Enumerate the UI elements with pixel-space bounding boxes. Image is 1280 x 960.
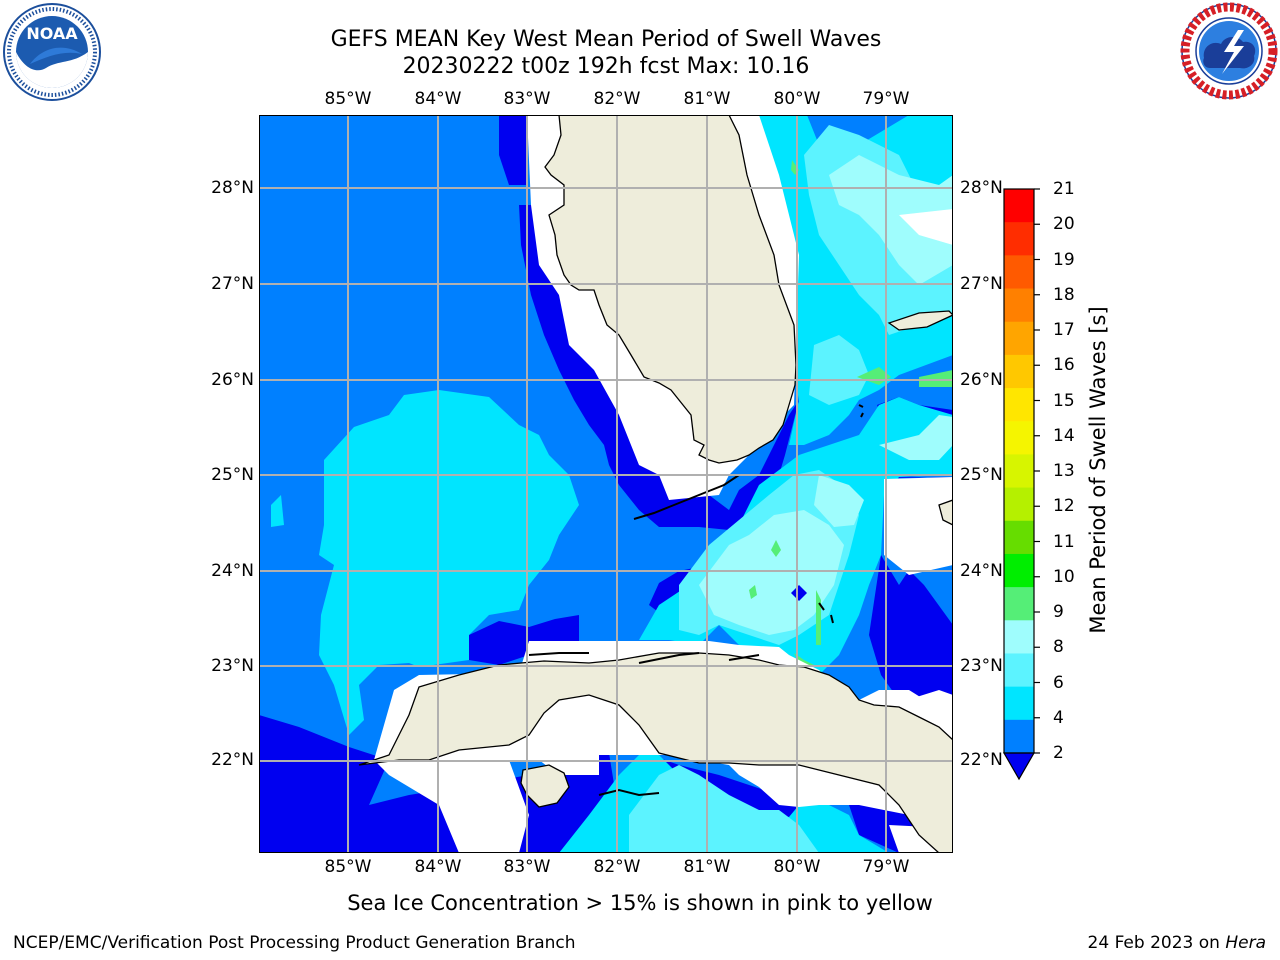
islands — [528, 404, 864, 797]
colorbar-segment — [1004, 189, 1034, 223]
lat-tick-right: 25°N — [960, 465, 1003, 485]
lat-tick-right: 27°N — [960, 274, 1003, 294]
colorbar-segment — [1004, 454, 1034, 489]
lat-tick-right: 23°N — [960, 656, 1003, 676]
land — [358, 115, 953, 853]
colorbar-segment — [1004, 321, 1034, 356]
footer-date-text: 24 Feb 2023 on — [1087, 933, 1220, 953]
lon-tick-bottom: 80°W — [773, 857, 821, 877]
colorbar-extend-arrow — [1002, 752, 1036, 781]
lon-tick-bottom: 83°W — [503, 857, 551, 877]
colorbar-segment — [1004, 719, 1034, 754]
colorbar-segment — [1004, 587, 1034, 621]
lon-tick-top: 84°W — [414, 89, 462, 109]
colorbar-tick-label: 10 — [1053, 566, 1075, 587]
nws-logo-icon — [1180, 2, 1278, 100]
colorbar-tick-label: 20 — [1053, 214, 1075, 235]
lat-tick-left: 28°N — [211, 178, 254, 198]
colorbar-segment — [1004, 653, 1034, 688]
lon-tick-top: 79°W — [862, 89, 910, 109]
colorbar-tick-label: 19 — [1053, 249, 1075, 270]
colorbar-segment — [1004, 421, 1034, 455]
lat-tick-right: 28°N — [960, 178, 1003, 198]
lon-tick-bottom: 82°W — [593, 857, 641, 877]
sea-ice-note: Sea Ice Concentration > 15% is shown in … — [347, 891, 933, 915]
lon-tick-top: 80°W — [773, 89, 821, 109]
grand-bahama-island — [887, 310, 953, 331]
footer-date: 24 Feb 2023 on Hera — [1000, 933, 1266, 953]
lon-tick-top: 83°W — [503, 89, 551, 109]
florida-landmass — [544, 115, 797, 464]
lat-tick-left: 24°N — [211, 561, 254, 581]
colorbar-tick-label: 2 — [1053, 743, 1064, 763]
colorbar-tick-label: 8 — [1053, 637, 1064, 658]
andros-island — [938, 499, 953, 526]
isla-de-la-juventud — [520, 764, 570, 808]
lat-tick-left: 26°N — [211, 370, 254, 390]
colorbar-tick-label: 13 — [1053, 461, 1075, 481]
lat-tick-right: 22°N — [960, 750, 1003, 770]
lon-tick-top: 85°W — [324, 89, 372, 109]
colorbar-tick-label: 16 — [1053, 355, 1075, 376]
noaa-logo-text: NOAA — [26, 24, 78, 43]
footer-credit: NCEP/EMC/Verification Post Processing Pr… — [13, 933, 576, 953]
colorbar-segment — [1004, 222, 1034, 256]
footer-host: Hera — [1225, 933, 1266, 953]
colorbar-segment — [1004, 553, 1034, 588]
lon-tick-top: 82°W — [593, 89, 641, 109]
noaa-logo-icon: NOAA — [3, 3, 101, 101]
colorbar-tick-label: 14 — [1053, 425, 1075, 446]
colorbar-segment — [1004, 686, 1034, 721]
colorbar-segment — [1004, 620, 1034, 654]
lat-tick-left: 23°N — [211, 656, 254, 676]
colorbar-segment — [1004, 354, 1034, 389]
colorbar-tick-label: 11 — [1053, 531, 1075, 552]
swell-period-map — [259, 115, 953, 853]
lat-tick-left: 27°N — [211, 274, 254, 294]
lat-tick-left: 25°N — [211, 465, 254, 485]
lon-tick-bottom: 79°W — [862, 857, 910, 877]
colorbar-segment — [1004, 520, 1034, 555]
colorbar — [1002, 188, 1040, 781]
lat-tick-right: 26°N — [960, 370, 1003, 390]
chart-title: GEFS MEAN Key West Mean Period of Swell … — [330, 27, 882, 52]
colorbar-tick-label: 12 — [1053, 496, 1075, 517]
lat-tick-left: 22°N — [211, 750, 254, 770]
colorbar-tick-label: 9 — [1053, 602, 1064, 622]
graticule — [259, 115, 953, 853]
colorbar-tick-label: 4 — [1053, 707, 1064, 728]
lon-tick-bottom: 85°W — [324, 857, 372, 877]
colorbar-title: Mean Period of Swell Waves [s] — [1086, 306, 1110, 634]
colorbar-tick-label: 17 — [1053, 320, 1075, 340]
colorbar-segment — [1004, 288, 1034, 323]
cuba-landmass — [358, 652, 953, 853]
lon-tick-top: 81°W — [683, 89, 731, 109]
lon-tick-bottom: 81°W — [683, 857, 731, 877]
colorbar-tick-label: 18 — [1053, 284, 1075, 305]
9-10s-regions — [749, 160, 953, 668]
colorbar-segment — [1004, 487, 1034, 522]
chart-subtitle: 20230222 t00z 192h fcst Max: 10.16 — [402, 54, 810, 79]
colorbar-segment — [1004, 388, 1034, 422]
lon-tick-bottom: 84°W — [414, 857, 462, 877]
colorbar-tick-label: 15 — [1053, 390, 1075, 411]
lat-tick-right: 24°N — [960, 561, 1003, 581]
colorbar-tick-label: 21 — [1053, 179, 1075, 199]
colorbar-segment — [1004, 255, 1034, 290]
colorbar-tick-label: 6 — [1053, 672, 1064, 693]
